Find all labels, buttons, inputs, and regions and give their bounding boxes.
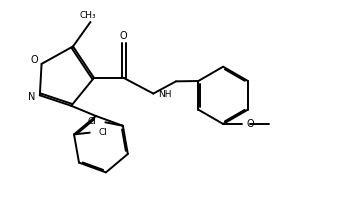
- Text: O: O: [246, 119, 254, 129]
- Text: CH₃: CH₃: [80, 11, 96, 20]
- Text: NH: NH: [158, 90, 172, 99]
- Text: Cl: Cl: [88, 117, 97, 126]
- Text: O: O: [30, 55, 38, 65]
- Text: N: N: [29, 92, 36, 102]
- Text: Cl: Cl: [99, 128, 107, 137]
- Text: O: O: [120, 31, 127, 41]
